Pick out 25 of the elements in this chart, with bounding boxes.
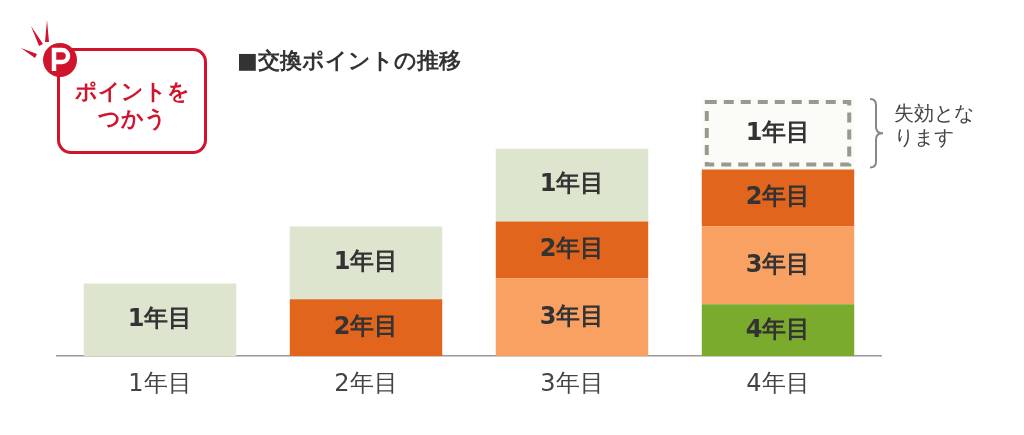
series-label: 3年目 [539,301,605,330]
bar [289,299,443,357]
bar [289,226,443,300]
text: 1年目 [127,304,193,333]
x-tick-label: 2年目 [334,368,398,397]
text: 1年目 [539,169,605,198]
bar [495,148,649,222]
series-label: 2年目 [745,182,811,211]
bar [495,278,649,357]
text: 失効となります [894,101,976,149]
chart-title: ■交換ポイントの推移 [237,47,461,75]
bar [701,304,855,357]
bar [83,283,237,357]
series-label: 4年目 [745,314,811,343]
bar [701,226,855,305]
text: 2年目 [539,234,605,263]
bar [495,221,649,279]
text: 3年目 [745,249,811,278]
x-tick-label: 4年目 [746,368,810,397]
x-tick-label: 1年目 [128,368,192,397]
text: 1年目 [333,247,399,276]
x-tick-label: 3年目 [540,368,604,397]
series-label: 1年目 [745,117,811,146]
annotation: ポイントをつかう [57,48,207,154]
text: 2年目 [333,311,399,340]
